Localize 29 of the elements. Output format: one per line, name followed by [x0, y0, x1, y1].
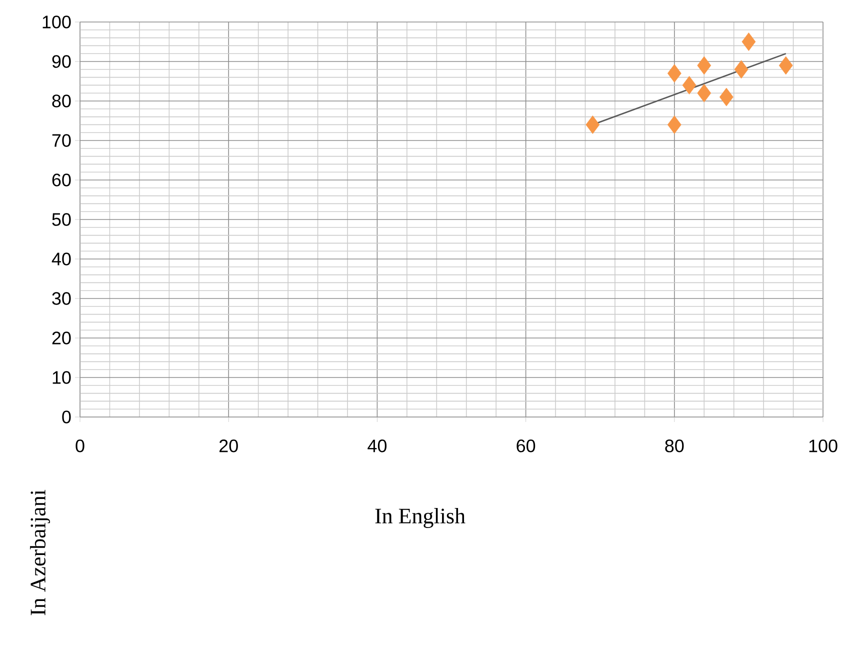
x-tick-label: 0 — [76, 440, 84, 452]
y-tick-label: 30 — [52, 292, 71, 305]
point — [778, 56, 793, 75]
y-tick-label: 90 — [52, 55, 71, 68]
x-tick-label: 40 — [368, 440, 387, 452]
point — [697, 56, 712, 75]
y-tick-label: 50 — [52, 213, 71, 226]
y-tick-label: 0 — [62, 410, 71, 424]
y-tick-label: 70 — [52, 134, 71, 147]
point — [734, 60, 748, 79]
y-tick-label: 60 — [52, 174, 71, 186]
x-tick-label: 20 — [220, 440, 238, 452]
point — [682, 76, 696, 94]
y-tick-label: 20 — [52, 332, 71, 344]
x-tick-label: 60 — [516, 440, 536, 452]
y-tick-label: 80 — [52, 94, 71, 108]
point — [697, 84, 712, 102]
point — [667, 115, 682, 134]
y-tick-label: 100 — [42, 16, 71, 28]
x-axis-title: In English — [375, 508, 466, 528]
y-tick-label: 40 — [52, 252, 71, 266]
point — [719, 88, 734, 106]
y-tick-label: 10 — [52, 371, 71, 384]
point — [586, 115, 600, 134]
point — [742, 32, 756, 51]
point — [667, 64, 682, 83]
x-tick-label: 100 — [809, 440, 838, 452]
y-axis-title: In Azerbaijani — [30, 490, 50, 616]
x-tick-label: 80 — [665, 440, 684, 452]
